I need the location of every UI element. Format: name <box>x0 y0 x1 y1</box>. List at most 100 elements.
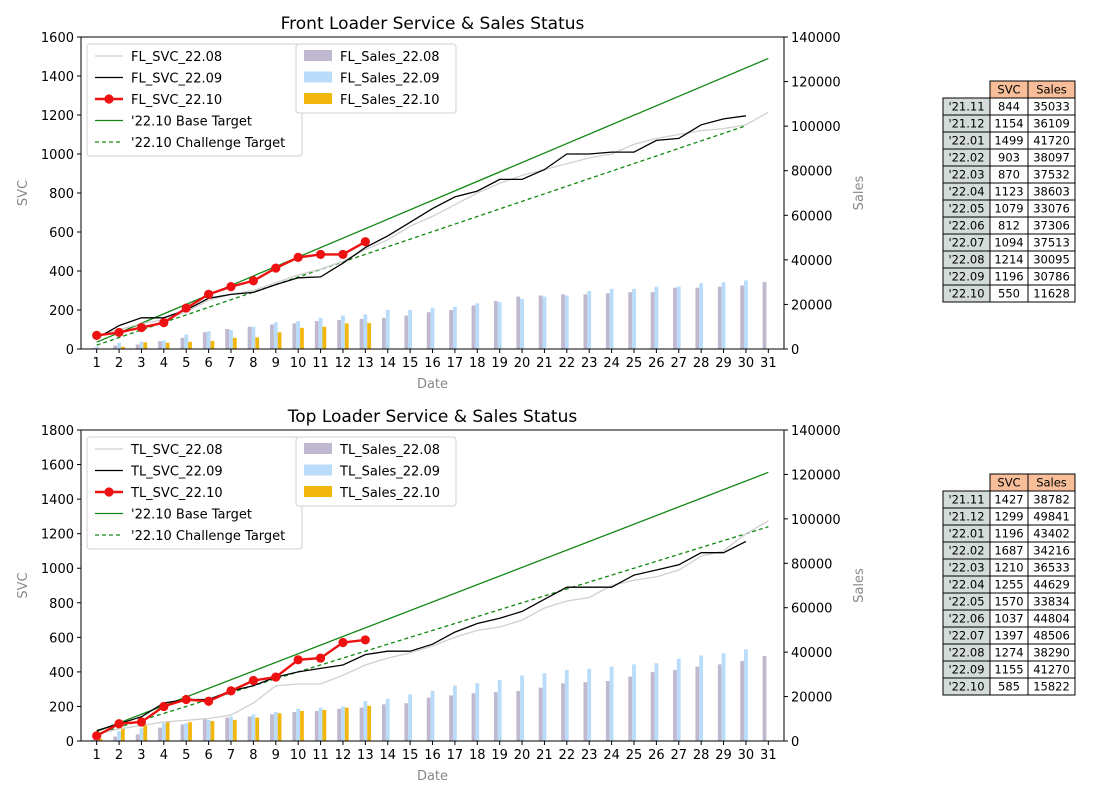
legend-bar-swatch <box>304 486 332 497</box>
sales-bar <box>721 653 726 741</box>
svc-point <box>226 282 236 292</box>
sales-bar <box>135 344 140 349</box>
x-tick-label: 17 <box>447 748 464 763</box>
sales-bar <box>561 294 565 349</box>
table-cell-svc: 1094 <box>994 236 1023 250</box>
sales-bar <box>113 345 118 349</box>
svc-point <box>136 717 147 727</box>
table-cell-sales: 38603 <box>1033 185 1070 199</box>
sales-bar <box>273 322 278 349</box>
table-row-label: '22.07 <box>948 629 984 643</box>
sales-bar <box>676 658 681 741</box>
table-row-label: '21.11 <box>948 100 984 114</box>
svc-point <box>159 701 169 712</box>
x-tick-label: 5 <box>182 748 190 763</box>
x-tick-label: 19 <box>491 748 508 763</box>
table-cell-svc: 1037 <box>994 612 1023 626</box>
legend-bar-swatch <box>304 464 332 476</box>
y-tick-label: 1200 <box>41 528 74 543</box>
sales-bar <box>270 324 274 349</box>
sales-bar <box>300 711 304 741</box>
table-cell-svc: 812 <box>998 219 1020 233</box>
sales-bar <box>98 738 103 741</box>
sales-bar <box>277 332 282 349</box>
sales-bar <box>654 286 659 349</box>
sales-bar <box>587 291 592 349</box>
table-cell-sales: 37513 <box>1033 236 1070 250</box>
sales-bar <box>188 722 192 741</box>
x-tick-label: 14 <box>379 356 396 371</box>
x-tick-label: 16 <box>424 356 441 371</box>
y-tick-label: 400 <box>49 666 74 681</box>
y2-tick-label: 40000 <box>791 254 832 269</box>
chart-title: Top Loader Service & Sales Status <box>287 407 578 427</box>
sales-bar <box>292 323 297 349</box>
sales-bar <box>740 661 745 741</box>
table-row-label: '22.09 <box>948 663 984 677</box>
x-tick-label: 6 <box>204 356 212 371</box>
table-cell-sales: 49841 <box>1033 510 1070 524</box>
sales-bar <box>210 721 215 741</box>
sales-bar <box>300 327 304 349</box>
y-tick-label: 600 <box>49 631 74 646</box>
svc-point <box>315 653 326 663</box>
sales-bar <box>583 294 588 349</box>
y2-tick-label: 0 <box>791 735 799 750</box>
x-tick-label: 27 <box>671 356 688 371</box>
sales-bar <box>318 707 323 741</box>
svc-point <box>136 322 147 333</box>
table-row-label: '22.07 <box>948 236 984 250</box>
table-row-label: '22.03 <box>948 168 984 182</box>
sales-bar <box>762 655 767 741</box>
sales-bar <box>251 326 256 349</box>
table-header-svc: SVC <box>997 83 1020 97</box>
x-tick-label: 15 <box>402 748 419 763</box>
y2-tick-label: 0 <box>791 343 799 358</box>
x-tick-label: 10 <box>290 748 307 763</box>
x-tick-label: 12 <box>335 356 352 371</box>
table-cell-svc: 1210 <box>994 561 1023 575</box>
sales-bar <box>255 717 260 741</box>
table-cell-sales: 38782 <box>1033 493 1070 507</box>
svc-point <box>92 731 102 741</box>
y2-tick-label: 20000 <box>791 298 832 313</box>
sales-bar <box>699 655 704 741</box>
table-cell-svc: 1397 <box>994 629 1023 643</box>
sales-bar <box>251 714 256 741</box>
sales-bar <box>605 681 610 741</box>
sales-bar <box>475 683 480 741</box>
x-tick-label: 18 <box>469 748 486 763</box>
x-tick-label: 2 <box>115 356 123 371</box>
x-tick-label: 5 <box>182 356 190 371</box>
table-header-sales: Sales <box>1036 83 1067 97</box>
legend-label: TL_SVC_22.10 <box>130 486 223 501</box>
x-tick-label: 4 <box>160 356 168 371</box>
sales-bar <box>520 675 524 741</box>
table-cell-svc: 1499 <box>994 134 1023 148</box>
table-cell-sales: 43402 <box>1033 527 1070 541</box>
table-row-label: '22.09 <box>948 270 984 284</box>
sales-bar-series <box>98 323 372 349</box>
sales-bar <box>385 310 390 349</box>
x-tick-label: 11 <box>312 356 329 371</box>
sales-bar <box>740 285 745 349</box>
x-tick-label: 30 <box>738 356 755 371</box>
x-tick-label: 31 <box>760 748 777 763</box>
y-tick-label: 800 <box>49 597 74 612</box>
sales-bar <box>717 286 722 349</box>
x-tick-label: 24 <box>603 356 620 371</box>
sales-bar <box>341 706 345 741</box>
x-tick-label: 9 <box>272 356 280 371</box>
x-tick-label: 20 <box>514 356 531 371</box>
table-cell-svc: 903 <box>998 151 1020 165</box>
sales-bar <box>117 342 121 349</box>
sales-bar <box>542 296 547 349</box>
sales-bar <box>717 664 722 741</box>
sales-bar <box>210 340 215 349</box>
y2-tick-label: 100000 <box>791 513 841 528</box>
sales-bar-series <box>98 705 372 741</box>
y-tick-label: 400 <box>49 265 74 280</box>
x-tick-label: 10 <box>290 356 307 371</box>
table-cell-svc: 585 <box>998 680 1020 694</box>
sales-bar <box>628 292 633 349</box>
